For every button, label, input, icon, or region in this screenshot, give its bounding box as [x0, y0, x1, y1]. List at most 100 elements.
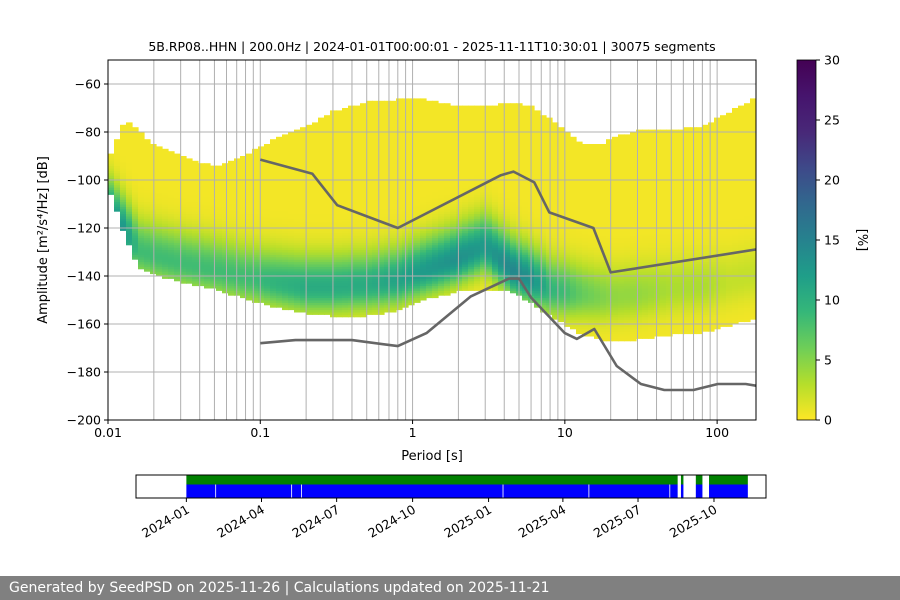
- density-cell: [462, 228, 469, 231]
- density-cell: [198, 247, 205, 251]
- density-cell: [378, 297, 385, 301]
- density-cell: [360, 172, 367, 176]
- density-cell: [222, 280, 229, 284]
- density-cell: [216, 256, 223, 260]
- density-cell: [378, 285, 385, 289]
- density-cell: [432, 288, 439, 291]
- density-cell: [480, 148, 487, 152]
- density-cell: [414, 208, 421, 212]
- density-cell: [366, 129, 373, 133]
- density-cell: [294, 194, 301, 198]
- density-cell: [240, 261, 247, 265]
- density-cell: [324, 283, 331, 287]
- density-cell: [168, 158, 175, 162]
- density-cell: [174, 168, 181, 171]
- density-cell: [216, 220, 223, 224]
- density-cell: [378, 300, 385, 303]
- density-cell: [384, 129, 391, 133]
- density-cell: [264, 297, 271, 301]
- density-cell: [288, 184, 295, 188]
- density-cell: [420, 288, 427, 291]
- density-cell: [486, 240, 493, 243]
- density-cell: [480, 144, 487, 147]
- density-cell: [498, 108, 505, 111]
- density-cell: [162, 264, 169, 267]
- density-cell: [162, 175, 169, 179]
- density-cell: [186, 232, 193, 236]
- density-cell: [306, 139, 313, 143]
- density-cell: [360, 302, 367, 306]
- density-cell: [360, 273, 367, 277]
- density-cell: [378, 204, 385, 207]
- density-cell: [276, 144, 283, 147]
- density-cell: [300, 268, 307, 272]
- density-cell: [354, 295, 361, 299]
- density-cell: [408, 189, 415, 193]
- density-cell: [222, 175, 229, 179]
- density-cell: [426, 144, 433, 147]
- density-cell: [420, 285, 427, 289]
- density-cell: [216, 285, 223, 289]
- density-cell: [348, 261, 355, 265]
- density-cell: [270, 168, 277, 171]
- density-cell: [354, 199, 361, 203]
- density-cell: [120, 201, 127, 205]
- density-cell: [456, 244, 463, 248]
- density-cell: [354, 312, 361, 315]
- density-cell: [384, 122, 391, 126]
- density-cell: [384, 225, 391, 229]
- density-cell: [342, 110, 349, 114]
- density-cell: [306, 182, 313, 186]
- density-cell: [414, 124, 421, 128]
- density-cell: [366, 115, 373, 119]
- density-cell: [294, 307, 301, 311]
- density-cell: [510, 153, 517, 157]
- density-cell: [336, 247, 343, 251]
- density-cell: [300, 208, 307, 212]
- density-cell: [222, 252, 229, 255]
- density-cell: [426, 189, 433, 193]
- density-cell: [414, 146, 421, 150]
- density-cell: [198, 230, 205, 234]
- density-cell: [342, 268, 349, 272]
- density-cell: [186, 184, 193, 188]
- density-cell: [246, 242, 253, 246]
- density-cell: [204, 228, 211, 231]
- density-cell: [126, 225, 133, 229]
- density-cell: [408, 259, 415, 263]
- density-cell: [216, 218, 223, 222]
- density-cell: [342, 278, 349, 282]
- density-cell: [336, 304, 343, 308]
- density-cell: [192, 211, 199, 215]
- density-cell: [414, 264, 421, 267]
- density-cell: [438, 112, 445, 116]
- density-cell: [210, 180, 217, 183]
- density-cell: [348, 223, 355, 227]
- density-cell: [300, 213, 307, 217]
- density-cell: [198, 182, 205, 186]
- density-cell: [474, 105, 481, 109]
- density-cell: [150, 225, 157, 229]
- density-cell: [468, 158, 475, 162]
- density-cell: [300, 206, 307, 210]
- density-cell: [450, 230, 457, 234]
- density-cell: [306, 235, 313, 239]
- density-cell: [318, 146, 325, 150]
- density-cell: [456, 242, 463, 246]
- density-cell: [486, 264, 493, 267]
- density-cell: [222, 288, 229, 291]
- density-cell: [408, 249, 415, 253]
- density-cell: [504, 158, 511, 162]
- density-cell: [270, 288, 277, 291]
- density-cell: [276, 297, 283, 301]
- density-cell: [396, 146, 403, 150]
- density-cell: [348, 153, 355, 157]
- density-cell: [294, 206, 301, 210]
- density-cell: [180, 264, 187, 267]
- density-cell: [312, 132, 319, 135]
- density-cell: [246, 225, 253, 229]
- density-cell: [348, 254, 355, 258]
- density-cell: [252, 290, 259, 294]
- density-cell: [162, 244, 169, 248]
- density-cell: [132, 242, 139, 246]
